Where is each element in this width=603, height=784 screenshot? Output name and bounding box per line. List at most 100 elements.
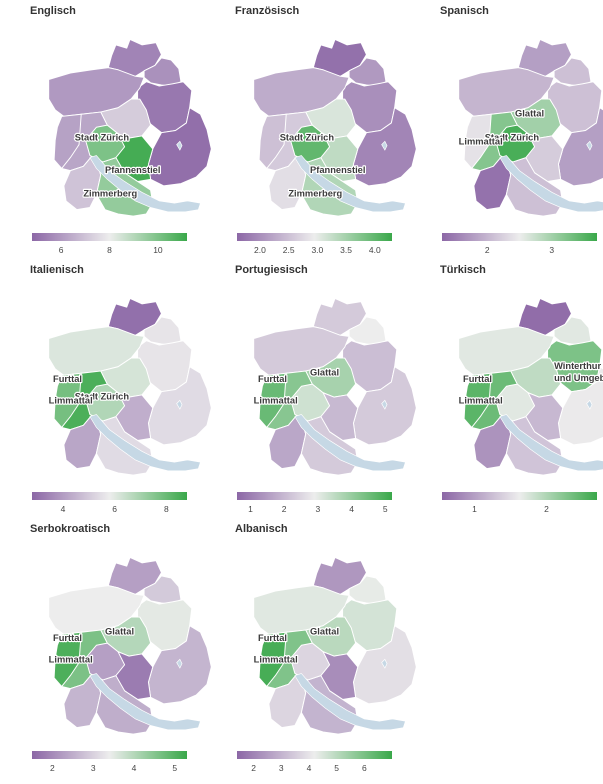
panel-title: Französisch xyxy=(235,5,300,17)
legend-tick-label: 10 xyxy=(153,245,163,255)
legend-gradient-bar xyxy=(237,233,392,241)
region-label: Furttal xyxy=(258,633,287,643)
legend-tick-label: 2.5 xyxy=(283,245,295,255)
region-label: Stadt Zürich xyxy=(485,132,540,142)
legend-gradient-bar xyxy=(32,233,187,241)
region-label: Glattal xyxy=(515,108,544,118)
panel-title: Italienisch xyxy=(30,264,84,276)
map-panel: Portugiesisch Furttal Glattal Limmattal 1 2 3 4… xyxy=(235,264,435,524)
lake-small xyxy=(381,399,388,410)
region-knonaueramt xyxy=(473,411,512,470)
map-panel: Spanisch Glattal Stadt Zürich Limmattal 2 3 xyxy=(440,5,603,265)
legend-tick-label: 2 xyxy=(50,763,55,773)
legend-tick-label: 3 xyxy=(549,245,554,255)
region-unterland xyxy=(48,67,145,117)
lake-zurich xyxy=(294,673,406,731)
color-legend: 2.0 2.5 3.0 3.5 4.0 xyxy=(237,233,392,255)
region-label: und Umgebung xyxy=(554,373,603,383)
region-unterland xyxy=(458,67,555,117)
panel-title: Spanisch xyxy=(440,5,489,17)
legend-gradient-bar xyxy=(442,492,597,500)
color-legend: 1 2 3 4 5 xyxy=(237,492,392,514)
region-label: Pfannenstiel xyxy=(105,165,160,175)
legend-tick-label: 4 xyxy=(349,504,354,514)
legend-tick-label: 4 xyxy=(132,763,137,773)
region-unterland xyxy=(253,585,350,635)
lake-small xyxy=(586,140,593,151)
legend-tick-label: 4.0 xyxy=(369,245,381,255)
legend-tick-label: 2 xyxy=(282,504,287,514)
legend-tick-label: 2 xyxy=(544,504,549,514)
lake-zurich xyxy=(499,155,603,213)
panel-title: Portugiesisch xyxy=(235,264,308,276)
map-panel: Französisch Stadt Zürich Pfannenstiel Zimme… xyxy=(235,5,435,265)
region-label: Limmattal xyxy=(254,655,298,665)
legend-tick-label: 8 xyxy=(107,245,112,255)
region-unterland xyxy=(253,67,350,117)
region-knonaueramt xyxy=(63,670,102,729)
region-label: Pfannenstiel xyxy=(310,165,365,175)
region-label: Stadt Zürich xyxy=(75,391,130,401)
panel-title: Serbokroatisch xyxy=(30,523,111,535)
lake-small xyxy=(176,658,183,669)
lake-zurich xyxy=(89,673,201,731)
choropleth-map: Furttal Glattal Limmattal xyxy=(252,556,417,735)
region-unterland xyxy=(48,326,145,376)
legend-tick-label: 1 xyxy=(472,504,477,514)
legend-tick-label: 2 xyxy=(485,245,490,255)
color-legend: 2 3 4 5 6 xyxy=(237,751,392,773)
region-label: Limmattal xyxy=(49,396,93,406)
legend-tick-label: 4 xyxy=(61,504,66,514)
legend-tick-label: 6 xyxy=(362,763,367,773)
region-label: Stadt Zürich xyxy=(280,132,335,142)
color-legend: 6 8 10 xyxy=(32,233,187,255)
region-knonaueramt xyxy=(268,411,307,470)
region-label: Zimmerberg xyxy=(288,189,342,199)
region-unterland xyxy=(458,326,555,376)
legend-tick-label: 3 xyxy=(91,763,96,773)
region-label: Zimmerberg xyxy=(83,189,137,199)
map-panel: Englisch Stadt Zürich Pfannenstiel Zimmerbe… xyxy=(30,5,230,265)
legend-tick-label: 5 xyxy=(334,763,339,773)
choropleth-map: Winterthur und Umgebung Furttal Limmattal xyxy=(457,297,603,476)
legend-tick-label: 4 xyxy=(307,763,312,773)
legend-tick-label: 5 xyxy=(172,763,177,773)
legend-gradient-bar xyxy=(32,751,187,759)
legend-tick-label: 8 xyxy=(164,504,169,514)
legend-tick-label: 6 xyxy=(59,245,64,255)
map-panel: Albanisch Furttal Glattal Limmattal 2 3 4 5 6 xyxy=(235,523,435,783)
legend-gradient-bar xyxy=(237,492,392,500)
panel-title: Albanisch xyxy=(235,523,288,535)
region-unterland xyxy=(48,585,145,635)
legend-tick-label: 2 xyxy=(251,763,256,773)
legend-tick-label: 3 xyxy=(316,504,321,514)
map-panel: Türkisch Winterthur und Umgebung Furttal Lim… xyxy=(440,264,603,524)
region-unterland xyxy=(253,326,350,376)
panel-title: Türkisch xyxy=(440,264,486,276)
lake-small xyxy=(381,658,388,669)
region-label: Glattal xyxy=(105,626,134,636)
choropleth-map: Furttal Glattal Limmattal xyxy=(252,297,417,476)
legend-tick-label: 5 xyxy=(383,504,388,514)
choropleth-map: Stadt Zürich Pfannenstiel Zimmerberg xyxy=(48,38,212,217)
region-label: Winterthur xyxy=(554,361,601,371)
region-label: Furttal xyxy=(463,374,492,384)
legend-tick-label: 2.0 xyxy=(254,245,266,255)
color-legend: 4 6 8 xyxy=(32,492,187,514)
region-label: Glattal xyxy=(310,367,339,377)
lake-zurich xyxy=(499,414,603,472)
map-panel: Serbokroatisch Furttal Glattal Limmattal 2 3 4… xyxy=(30,523,230,783)
region-label: Limmattal xyxy=(49,655,93,665)
region-label: Limmattal xyxy=(459,396,503,406)
lake-small xyxy=(176,399,183,410)
region-knonaueramt xyxy=(63,411,102,470)
legend-tick-label: 3 xyxy=(279,763,284,773)
choropleth-map: Stadt Zürich Pfannenstiel Zimmerberg xyxy=(253,38,417,217)
legend-gradient-bar xyxy=(442,233,597,241)
legend-tick-label: 1 xyxy=(248,504,253,514)
region-label: Furttal xyxy=(258,374,287,384)
legend-tick-label: 3.0 xyxy=(311,245,323,255)
